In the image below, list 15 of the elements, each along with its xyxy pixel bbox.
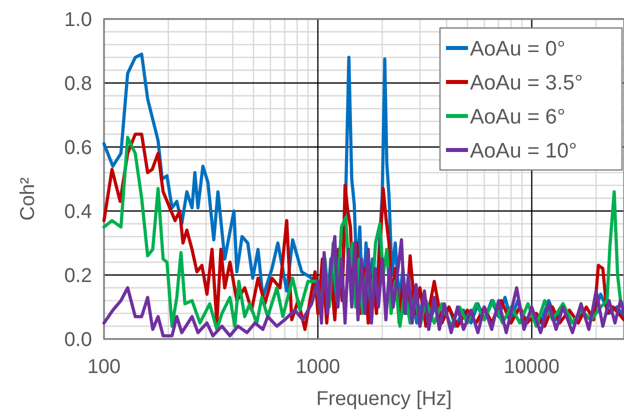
legend-label: AoAu = 10° xyxy=(470,139,578,162)
legend-label: AoAu = 6° xyxy=(470,105,566,128)
y-tick-label: 0.4 xyxy=(64,201,92,223)
y-tick-label: 0.8 xyxy=(64,73,92,95)
x-tick-label: 100 xyxy=(87,356,121,378)
y-tick-label: 1.0 xyxy=(64,9,92,31)
y-tick-label: 0.6 xyxy=(64,137,92,159)
y-tick-label: 0.0 xyxy=(64,329,92,351)
x-tick-label: 1000 xyxy=(296,356,340,378)
x-axis-title: Frequency [Hz] xyxy=(316,388,452,410)
x-tick-label: 10000 xyxy=(504,356,560,378)
legend-label: AoAu = 0° xyxy=(470,37,566,60)
y-tick-label: 0.2 xyxy=(64,265,92,287)
legend-label: AoAu = 3.5° xyxy=(470,71,583,94)
y-axis-title: Coh² xyxy=(17,176,39,221)
